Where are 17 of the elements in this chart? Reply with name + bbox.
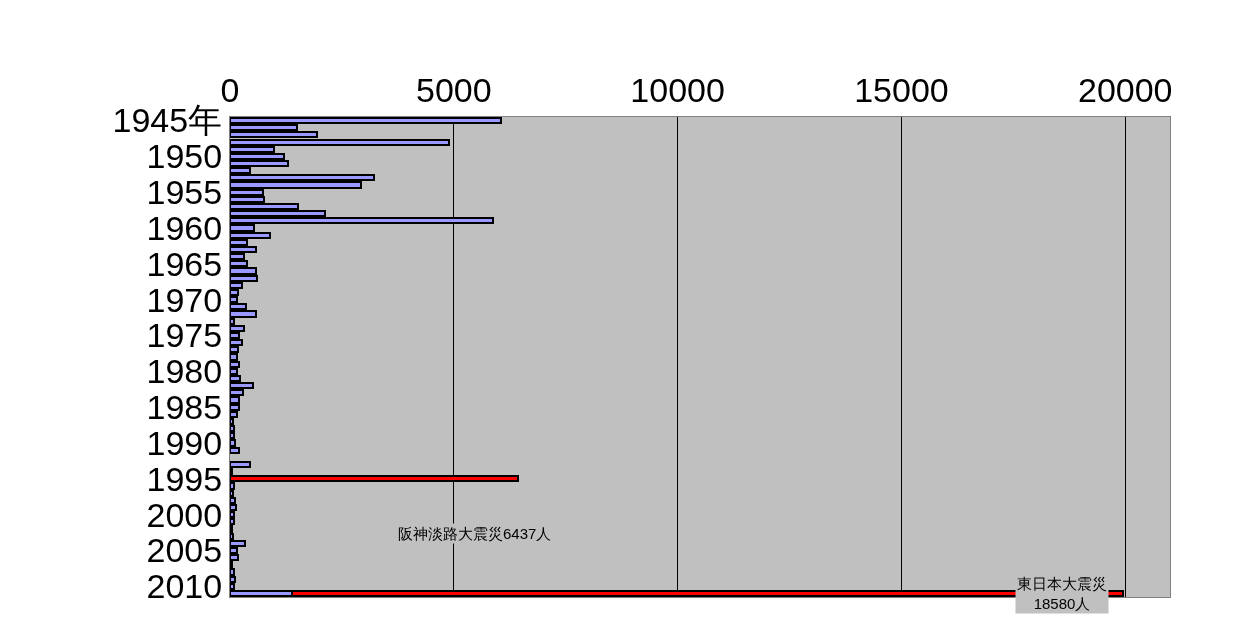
x-tick-label: 20000 [1077, 71, 1173, 110]
y-tick-label: 1970 [146, 280, 223, 319]
annotation: 阪神淡路大震災6437人 [398, 525, 552, 542]
x-tick-label: 0 [220, 71, 240, 110]
y-tick-label: 1965 [146, 244, 223, 283]
y-tick-label: 1975 [146, 316, 223, 355]
y-tick-label: 1980 [146, 352, 223, 391]
x-tick-label: 5000 [415, 71, 492, 110]
x-tick-label: 10000 [630, 71, 725, 110]
y-tick-label: 1945年 [112, 101, 223, 140]
y-tick-label: 1995 [146, 459, 223, 498]
annotation: 東日本大震災 18580人 [1017, 575, 1107, 612]
y-tick-label: 2005 [146, 531, 223, 570]
y-tick-label: 2000 [146, 495, 223, 534]
y-tick-label: 1950 [146, 137, 223, 176]
x-tick-label: 15000 [854, 71, 949, 110]
y-tick-label: 2010 [146, 567, 223, 606]
